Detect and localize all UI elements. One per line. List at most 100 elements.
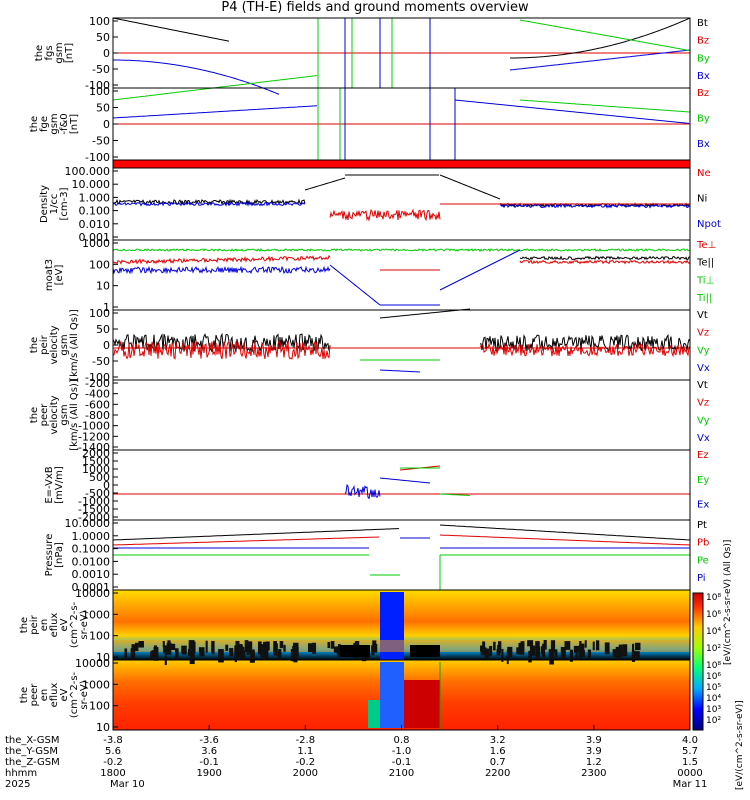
chart-title: P4 (TH-E) fields and ground moments over… — [221, 0, 529, 15]
y-axis-label-line: [km/s (All Qs)] — [69, 309, 80, 381]
legend-entry: Bz — [697, 88, 709, 99]
y-axis-label-line: the — [19, 687, 30, 703]
y-axis-label: the peir velocity gsm [km/s (All Qs)] — [29, 309, 80, 381]
legend-entry: Vy — [697, 345, 710, 356]
heatmap-ion-dark — [240, 645, 244, 655]
x-row-label: the_X-GSM — [5, 735, 59, 746]
heatmap-ion-dark — [564, 641, 571, 650]
y-tick-label: 0 — [103, 47, 110, 60]
heatmap-ion-dark — [604, 642, 610, 655]
heatmap-ion-dark — [277, 649, 282, 661]
heatmap-ion-dark — [634, 642, 641, 651]
legend-entry: Te|| — [696, 258, 714, 269]
heatmap-ion-dark — [189, 650, 195, 665]
y-axis-label: the peer velocity gsm [km/s (All Qs)] — [29, 379, 80, 451]
y-tick-label: 0.0010 — [72, 568, 111, 581]
y-axis-label-line: [km/s (All Qs)] — [69, 379, 80, 451]
legend-entry: Ti⊥ — [696, 275, 714, 286]
y-tick-label: -600 — [85, 398, 110, 411]
y-tick-label: 0.1000 — [72, 543, 111, 556]
y-tick-label: 10.0000 — [65, 517, 111, 530]
y-tick-label: 10 — [96, 280, 110, 293]
y-axis-label-line: velocity — [49, 395, 60, 434]
legend-entry: Ey — [697, 475, 709, 486]
heatmap-ion-dark — [484, 648, 489, 661]
x-tick-label: -3.8 — [103, 735, 123, 746]
colorbar — [692, 592, 704, 731]
heatmap-ion-dark — [292, 648, 296, 656]
x-tick-label: -0.1 — [392, 757, 412, 768]
y-axis-label-line: eV — [59, 688, 70, 701]
x-tick-label: -0.2 — [296, 757, 316, 768]
heatmap-ion-dark — [248, 643, 252, 654]
y-axis-label-line: gsm — [59, 404, 70, 425]
heatmap-ion-dark — [260, 644, 264, 652]
x-row-label: hhmm — [5, 768, 37, 779]
heatmap-electron-gap — [380, 662, 404, 728]
heatmap-ion-dark — [372, 644, 378, 653]
y-tick-label: 10000 — [75, 657, 110, 670]
y-tick-label: 0.100 — [79, 205, 111, 218]
heatmap-ion-dark — [480, 647, 487, 656]
y-tick-label: 100 — [89, 630, 110, 643]
x-tick-label: 2100 — [389, 768, 414, 779]
y-tick-label: 10000 — [75, 587, 110, 600]
x-tick-label: 5.6 — [105, 746, 121, 757]
heatmap-ion-dark — [340, 645, 370, 657]
heatmap-ion-dark — [162, 640, 165, 648]
y-axis-label-line: [eV] — [54, 265, 65, 286]
x-tick-label: 1.1 — [297, 746, 313, 757]
y-tick-label: 100.000 — [65, 165, 111, 178]
y-axis-label-line: (cm^2-s- — [69, 601, 80, 648]
y-axis-label-line: gsm — [54, 42, 65, 63]
heatmap-ion-dark — [164, 651, 167, 666]
y-axis-label-line: the — [29, 116, 40, 132]
y-axis-label: the fgs gsm [nT] — [34, 42, 75, 63]
heatmap-ion-dark — [251, 650, 255, 663]
heatmap-ion-dark — [540, 646, 544, 655]
heatmap-ion-dark — [218, 649, 224, 663]
x-tick-label: -0.1 — [199, 757, 219, 768]
heatmap-ion-dark — [265, 641, 270, 651]
y-tick-label: 1000 — [82, 463, 110, 476]
y-tick-label: 1500 — [82, 455, 110, 468]
legend-entry: Vz — [697, 328, 709, 339]
y-tick-label: -200 — [85, 377, 110, 390]
x-tick-label: 1.5 — [682, 757, 698, 768]
y-tick-label: -50 — [92, 355, 110, 368]
heatmap-ion-dark — [575, 648, 578, 660]
y-tick-label: 1.0000 — [72, 530, 111, 543]
heatmap-ion-dark — [581, 650, 585, 657]
ex-burst — [344, 484, 381, 500]
ey-decay — [439, 493, 471, 496]
heatmap-ion-dark — [257, 641, 262, 655]
y-axis-label-line: Pressure — [44, 534, 55, 577]
legend-entry: By — [697, 114, 710, 125]
legend-entry: Pt — [697, 520, 707, 531]
heatmap-ion-dark — [229, 648, 234, 657]
vt-noise-right — [479, 333, 691, 353]
heatmap-ion-dark — [198, 647, 205, 657]
heatmap-ion-dark — [279, 641, 284, 649]
y-tick-label: 0 — [103, 339, 110, 352]
y-axis-label-line: the — [19, 617, 30, 633]
heatmap-ion-dark — [542, 643, 546, 658]
heatmap-ion-dark — [497, 645, 502, 653]
heatmap-ion-dark — [507, 646, 513, 658]
legend-entry: Npot — [697, 219, 721, 230]
legend-entry: Bx — [697, 139, 710, 150]
y-tick-label: 50 — [96, 102, 110, 115]
ne-dip — [329, 208, 441, 222]
pt-right — [439, 524, 691, 541]
bx-trace-left — [113, 59, 280, 95]
y-axis-label-line: en — [39, 689, 50, 702]
heatmap-ion-dark — [634, 651, 640, 659]
y-tick-label: 0.001 — [79, 231, 111, 244]
y-tick-label: 100 — [89, 258, 110, 271]
heatmap-ion-dark — [501, 648, 504, 662]
x-tick-label: 0.7 — [490, 757, 506, 768]
y-tick-label: -100 — [85, 151, 110, 164]
heatmap-ion-dark — [124, 648, 128, 661]
heatmap-ion-dark — [273, 641, 277, 655]
heatmap-ion-dark — [482, 641, 486, 651]
